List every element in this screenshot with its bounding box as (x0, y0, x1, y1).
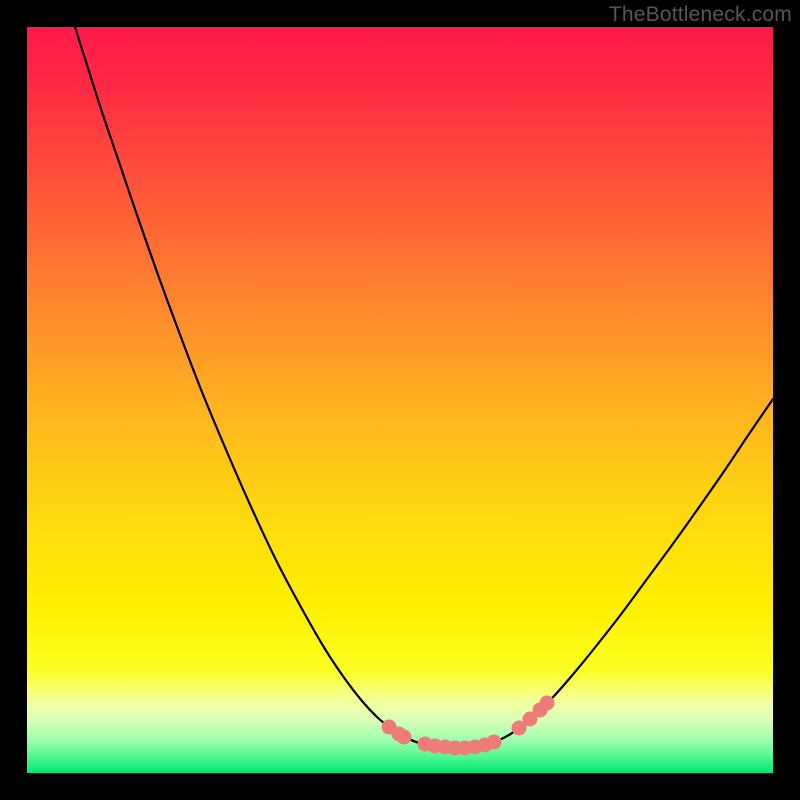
chart-svg (27, 27, 773, 773)
left-curve (75, 27, 457, 748)
data-marker (540, 696, 555, 711)
right-curve (457, 399, 773, 748)
data-marker (397, 730, 412, 745)
marker-group (382, 696, 555, 756)
watermark-text: TheBottleneck.com (609, 3, 792, 27)
plot-area (27, 27, 773, 773)
data-marker (487, 735, 502, 750)
